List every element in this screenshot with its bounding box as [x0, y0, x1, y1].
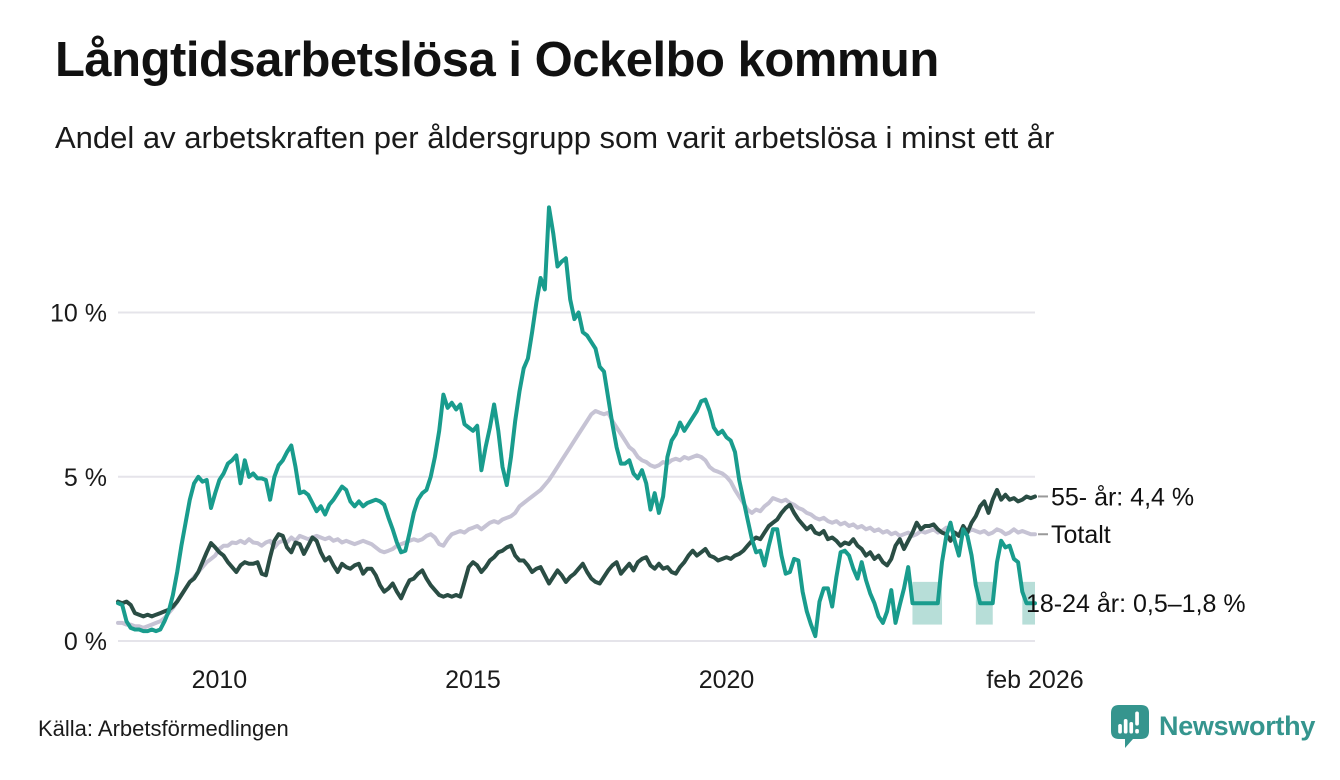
- y-axis-tick-label: 10 %: [50, 300, 107, 328]
- series-line-Totalt: [116, 409, 1037, 630]
- page-title: Långtidsarbetslösa i Ockelbo kommun: [55, 33, 939, 87]
- newsworthy-logo-icon: [1111, 705, 1149, 748]
- page-subtitle: Andel av arbetskraften per åldersgrupp s…: [55, 120, 1055, 155]
- x-axis-tick-label: 2010: [192, 666, 248, 694]
- newsworthy-logo-text: Newsworthy: [1159, 711, 1316, 741]
- y-axis-tick-label: 0 %: [64, 628, 107, 656]
- x-axis-tick-label: 2020: [699, 666, 755, 694]
- series-end-label-55-år: 55- år: 4,4 %: [1051, 483, 1194, 511]
- y-axis-tick-label: 5 %: [64, 464, 107, 492]
- series-line-18-24år: [116, 205, 1037, 639]
- x-axis-tick-label: 2015: [445, 666, 501, 694]
- series-end-label-Totalt: Totalt: [1051, 521, 1111, 549]
- newsworthy-logo[interactable]: Newsworthy: [1110, 704, 1315, 749]
- x-axis-tick-label: feb 2026: [986, 666, 1083, 694]
- source-note: Källa: Arbetsförmedlingen: [38, 716, 289, 741]
- series-end-label-18-24år: 18-24 år: 0,5–1,8 %: [1026, 590, 1246, 618]
- series-line-55-år: [116, 487, 1037, 619]
